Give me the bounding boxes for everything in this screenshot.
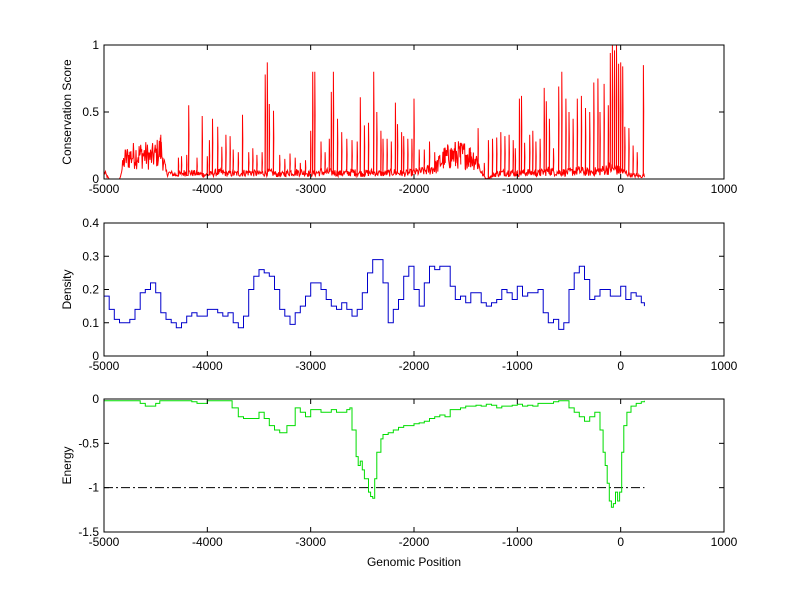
x-tick-label: 0	[617, 359, 624, 373]
x-tick-label: -5000	[89, 535, 120, 549]
series-line	[104, 259, 645, 330]
subplot-2: -5000 -4000 -3000 -2000 -1000 0 1000 0 0.1 0.2 0.3…	[60, 216, 738, 373]
x-tick-label: -3000	[295, 182, 326, 196]
x-tick-label: -5000	[89, 182, 120, 196]
subplot-1: -5000 -4000 -3000 -2000 -1000 0 1000 0 0.5 1 Conse…	[60, 38, 738, 196]
x-tick-label: 1000	[711, 182, 738, 196]
y-tick-label: 0.4	[82, 216, 99, 230]
y-tick-label: 0.1	[82, 316, 99, 330]
y-tick-label: -0.5	[78, 436, 99, 450]
x-tick-label: -4000	[192, 535, 223, 549]
y-tick-label: 0	[92, 392, 99, 406]
x-tick-label: -1000	[502, 359, 533, 373]
x-tick-label: -2000	[399, 182, 430, 196]
x-tick-label: -1000	[502, 535, 533, 549]
y-axis-label: Density	[60, 269, 74, 309]
x-tick-label: 0	[617, 535, 624, 549]
y-axis-label: Conservation Score	[60, 59, 74, 165]
series-line	[104, 400, 645, 508]
x-tick-label: -3000	[295, 535, 326, 549]
x-tick-label: 0	[617, 182, 624, 196]
x-tick-label: -4000	[192, 359, 223, 373]
series-line	[103, 44, 645, 180]
y-tick-label: 0	[92, 349, 99, 363]
x-tick-label: 1000	[711, 535, 738, 549]
y-tick-label: 0.3	[82, 249, 99, 263]
y-tick-label: -1	[88, 481, 99, 495]
y-tick-label: 1	[92, 38, 99, 52]
x-tick-label: -2000	[399, 359, 430, 373]
x-tick-label: 1000	[711, 359, 738, 373]
y-tick-label: 0	[92, 172, 99, 186]
x-tick-label: -3000	[295, 359, 326, 373]
x-tick-label: -2000	[399, 535, 430, 549]
axes-frame	[103, 398, 725, 533]
x-tick-label: -5000	[89, 359, 120, 373]
subplot-3: -5000 -4000 -3000 -2000 -1000 0 1000 0 -0.5 -1 -1.…	[60, 392, 738, 569]
x-tick-label: -1000	[502, 182, 533, 196]
y-tick-label: 0.2	[82, 283, 99, 297]
y-tick-label: -1.5	[78, 525, 99, 539]
x-axis-label: Genomic Position	[367, 555, 461, 569]
y-axis-label: Energy	[60, 446, 74, 484]
x-tick-label: -4000	[192, 182, 223, 196]
y-tick-label: 0.5	[82, 105, 99, 119]
